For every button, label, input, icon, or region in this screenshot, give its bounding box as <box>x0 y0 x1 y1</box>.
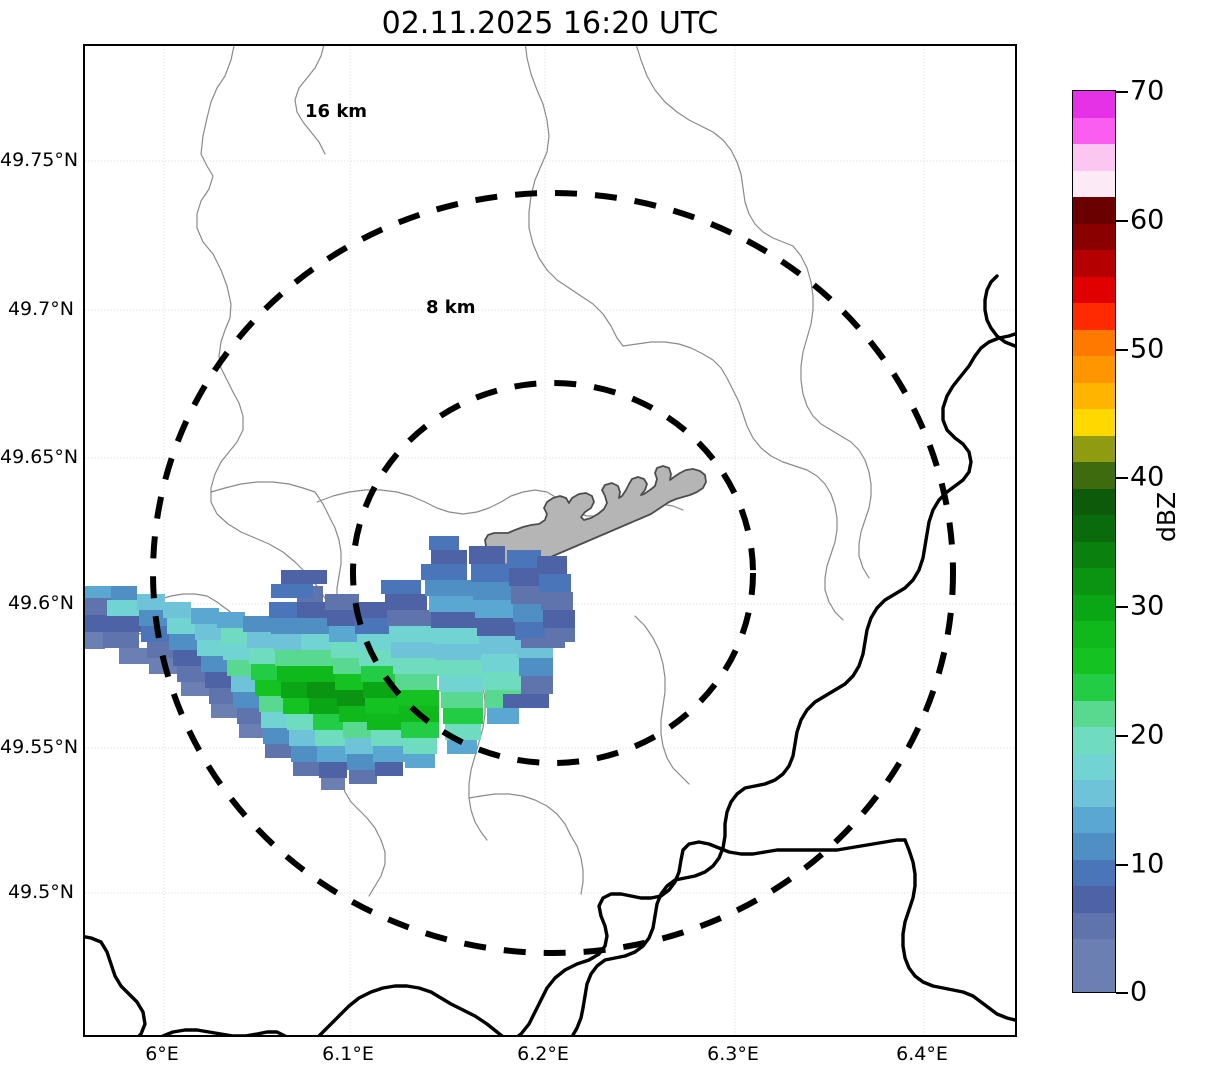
colorbar-tick-10 <box>1116 864 1128 866</box>
colorbar-band <box>1073 886 1115 913</box>
colorbar-band <box>1073 674 1115 701</box>
colorbar-band <box>1073 833 1115 860</box>
colorbar-band <box>1073 91 1115 118</box>
colorbar-label-30: 30 <box>1130 590 1165 622</box>
colorbar-band <box>1073 965 1115 992</box>
colorbar-tick-50 <box>1116 349 1128 351</box>
colorbar-band <box>1073 170 1115 197</box>
colorbar-tick-0 <box>1116 992 1128 994</box>
y-tick-label-2: 49.65°N <box>0 446 79 468</box>
country-borders-layer <box>85 274 1015 1035</box>
range-ring-label-8km: 8 km <box>426 297 476 318</box>
page-title: 02.11.2025 16:20 UTC <box>381 6 719 41</box>
colorbar-band <box>1073 780 1115 807</box>
colorbar-label-10: 10 <box>1130 848 1165 880</box>
y-tick-label-0: 49.75°N <box>0 149 79 171</box>
colorbar-band <box>1073 329 1115 356</box>
colorbar-band <box>1073 303 1115 330</box>
x-tick-label-3: 6.3°E <box>707 1043 759 1065</box>
colorbar-band <box>1073 594 1115 621</box>
x-tick-label-1: 6.1°E <box>322 1043 374 1065</box>
colorbar-label-60: 60 <box>1130 204 1165 236</box>
colorbar-band <box>1073 488 1115 515</box>
colorbar[interactable] <box>1072 90 1116 993</box>
colorbar-band <box>1073 621 1115 648</box>
colorbar-band <box>1073 859 1115 886</box>
colorbar-band <box>1073 356 1115 383</box>
x-tick-label-4: 6.4°E <box>896 1043 948 1065</box>
colorbar-band <box>1073 515 1115 542</box>
y-tick-label-3: 49.6°N <box>7 592 74 614</box>
colorbar-band <box>1073 144 1115 171</box>
radar-echo-layer <box>85 536 575 790</box>
colorbar-band <box>1073 462 1115 489</box>
colorbar-label-0: 0 <box>1130 976 1148 1008</box>
range-rings-layer <box>150 190 956 956</box>
colorbar-band <box>1073 117 1115 144</box>
colorbar-tick-60 <box>1116 220 1128 222</box>
colorbar-band <box>1073 250 1115 277</box>
colorbar-band <box>1073 568 1115 595</box>
colorbar-band <box>1073 939 1115 966</box>
colorbar-band <box>1073 727 1115 754</box>
colorbar-label-40: 40 <box>1130 461 1165 493</box>
range-ring-8km <box>350 380 756 766</box>
colorbar-label-20: 20 <box>1130 719 1165 751</box>
colorbar-label-70: 70 <box>1130 75 1165 107</box>
colorbar-band <box>1073 197 1115 224</box>
colorbar-band <box>1073 382 1115 409</box>
colorbar-band <box>1073 753 1115 780</box>
colorbar-tick-20 <box>1116 735 1128 737</box>
x-tick-label-2: 6.2°E <box>517 1043 569 1065</box>
range-ring-label-16km: 16 km <box>305 101 368 122</box>
colorbar-title: dBZ <box>1152 491 1181 542</box>
colorbar-tick-70 <box>1116 91 1128 93</box>
colorbar-band <box>1073 647 1115 674</box>
y-tick-label-4: 49.55°N <box>0 736 79 758</box>
y-tick-label-1: 49.7°N <box>7 298 74 320</box>
x-tick-label-0: 6°E <box>145 1043 179 1065</box>
colorbar-band <box>1073 806 1115 833</box>
colorbar-band <box>1073 276 1115 303</box>
city-polygon-layer <box>484 465 707 567</box>
y-tick-label-5: 49.5°N <box>7 881 74 903</box>
colorbar-tick-30 <box>1116 606 1128 608</box>
colorbar-tick-40 <box>1116 477 1128 479</box>
colorbar-label-50: 50 <box>1130 333 1165 365</box>
colorbar-band <box>1073 541 1115 568</box>
colorbar-band <box>1073 223 1115 250</box>
map-plot-area[interactable] <box>83 44 1017 1037</box>
colorbar-band <box>1073 912 1115 939</box>
colorbar-band <box>1073 700 1115 727</box>
colorbar-band <box>1073 409 1115 436</box>
range-ring-16km <box>150 190 956 956</box>
colorbar-band <box>1073 435 1115 462</box>
